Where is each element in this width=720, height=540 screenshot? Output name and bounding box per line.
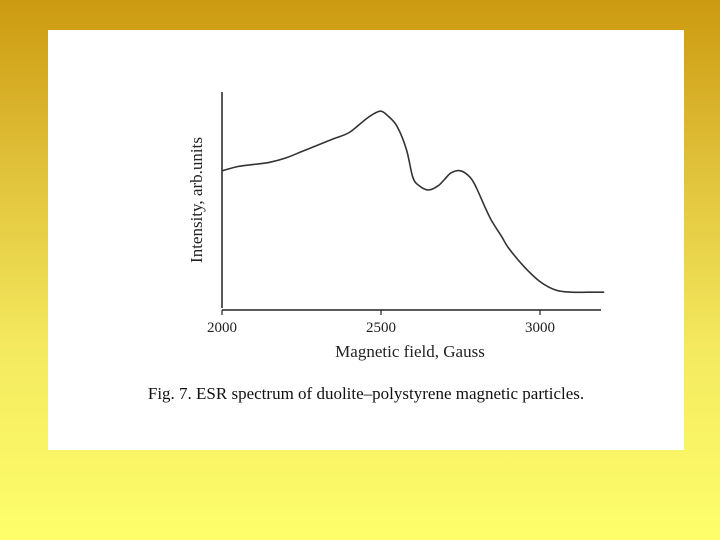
y-axis-title: Intensity, arb.units: [187, 137, 206, 263]
x-tick-labels: 2000 2500 3000: [207, 320, 555, 336]
x-tick-label-2000: 2000: [207, 320, 237, 336]
esr-spectrum-chart: 2000 2500 3000 Magnetic field, Gauss Inten…: [187, 92, 605, 361]
figure-panel: 2000 2500 3000 Magnetic field, Gauss Inten…: [48, 30, 684, 450]
x-axis-title: Magnetic field, Gauss: [335, 342, 485, 361]
x-tick-label-2500: 2500: [366, 320, 396, 336]
spectrum-line: [221, 110, 605, 294]
x-ticks: [221, 310, 541, 315]
x-tick-label-3000: 3000: [525, 320, 555, 336]
figure-caption: Fig. 7. ESR spectrum of duolite–polystyr…: [147, 384, 585, 403]
